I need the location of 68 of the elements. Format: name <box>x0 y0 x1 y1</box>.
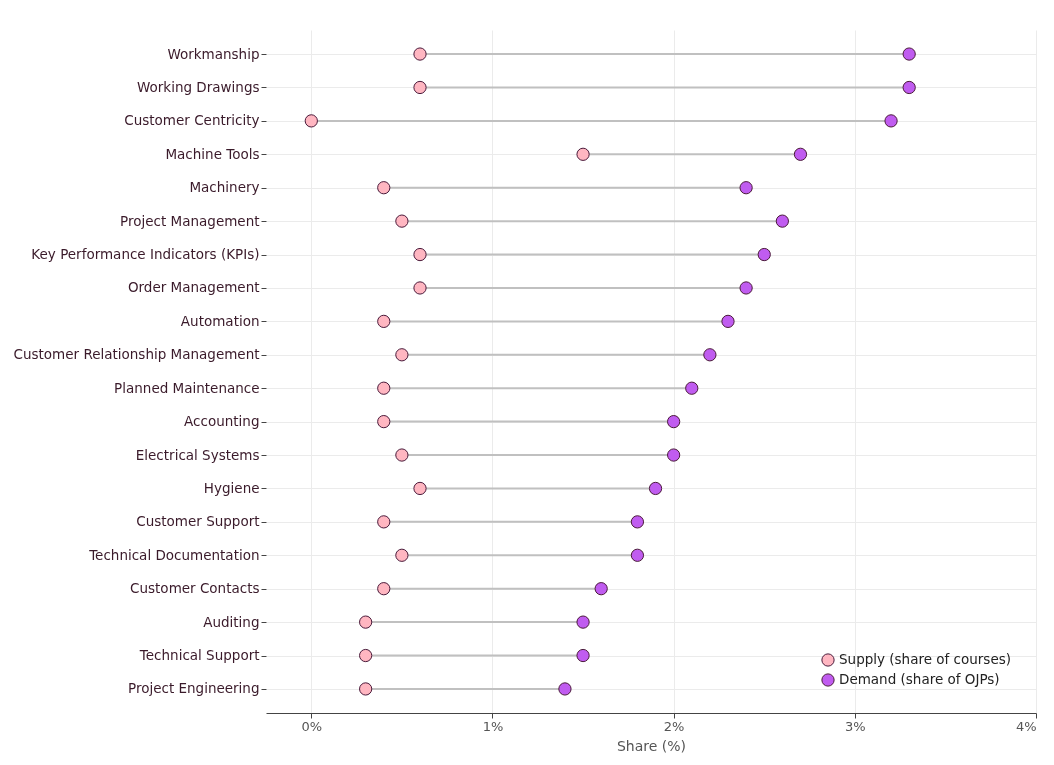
point <box>377 415 391 429</box>
point <box>304 114 318 128</box>
point <box>630 548 645 562</box>
point <box>630 515 645 529</box>
y-tick-label: Accounting <box>184 413 260 430</box>
y-tick-label: Electrical Systems <box>135 446 260 463</box>
point <box>685 381 699 395</box>
legend-label: Supply (share of courses) <box>839 651 1012 667</box>
point <box>558 682 572 696</box>
point <box>667 448 681 462</box>
y-tick-label: Project Management <box>120 212 260 229</box>
y-tick-label: Order Management <box>127 279 260 296</box>
x-tick-label: 4% <box>1015 718 1037 734</box>
point <box>667 415 681 429</box>
point <box>359 615 373 629</box>
point <box>775 214 789 228</box>
point <box>902 47 916 61</box>
point <box>395 214 409 228</box>
point <box>377 582 391 596</box>
y-tick-label: Workmanship <box>167 45 260 62</box>
point <box>902 80 916 95</box>
y-tick-label: Technical Support <box>138 647 260 664</box>
x-tick-label: 2% <box>663 718 685 734</box>
y-tick-label: Customer Relationship Management <box>13 346 260 363</box>
point <box>413 281 427 295</box>
point <box>648 481 663 496</box>
point <box>721 314 735 328</box>
point <box>739 281 753 295</box>
point <box>576 147 590 161</box>
point <box>377 515 391 529</box>
point <box>413 47 427 61</box>
point <box>377 181 391 195</box>
y-tick-label: Hygiene <box>203 479 260 496</box>
point <box>377 314 391 328</box>
point <box>359 648 373 663</box>
point <box>576 648 590 663</box>
x-tick-label: 0% <box>301 718 323 734</box>
x-tick-label: 1% <box>482 718 504 734</box>
point <box>413 481 427 496</box>
point <box>757 247 771 262</box>
point <box>395 448 409 462</box>
legend-label: Demand (share of OJPs) <box>839 671 1000 687</box>
point <box>576 615 590 629</box>
point <box>594 582 608 596</box>
y-tick-label: Customer Contacts <box>130 580 260 597</box>
y-tick-label: Technical Documentation <box>88 546 260 563</box>
x-tick-label: 3% <box>845 718 866 734</box>
y-tick-label: Automation <box>180 312 260 329</box>
point <box>377 381 391 395</box>
point <box>413 80 427 95</box>
point <box>884 114 898 128</box>
point <box>413 247 427 262</box>
y-tick-label: Customer Centricity <box>124 112 260 129</box>
y-tick-label: Key Performance Indicators (KPIs) <box>31 246 260 263</box>
point <box>793 147 808 161</box>
point <box>739 181 753 195</box>
y-tick-label: Planned Maintenance <box>114 379 260 396</box>
y-tick-label: Machinery <box>189 179 260 196</box>
y-tick-label: Working Drawings <box>136 78 260 95</box>
y-tick-label: Project Engineering <box>128 680 260 697</box>
point <box>395 348 409 362</box>
point <box>703 348 717 362</box>
point <box>359 682 373 696</box>
y-tick-label: Machine Tools <box>165 145 260 162</box>
x-axis-title: Share (%) <box>616 737 687 754</box>
y-tick-label: Auditing <box>203 613 260 630</box>
point <box>395 548 409 562</box>
y-tick-label: Customer Support <box>136 513 260 530</box>
